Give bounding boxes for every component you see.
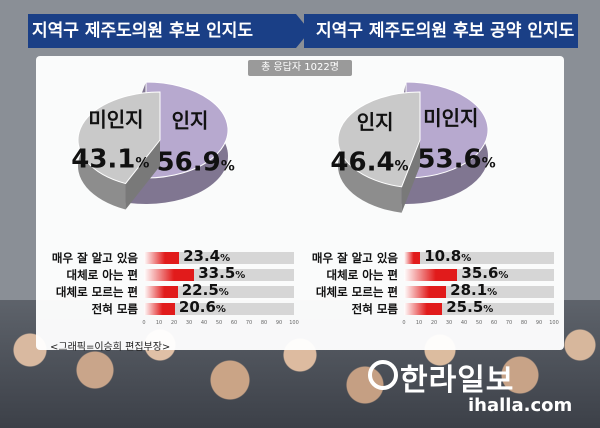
bar-category-label: 대체로 아는 편: [326, 268, 399, 282]
bar-track: [144, 269, 294, 281]
pie-slice-label: 인지: [172, 109, 209, 133]
bar-row: 전혀 모름 20.6%: [92, 298, 294, 317]
axis-tick-label: 30: [185, 320, 193, 326]
bar-row: 대체로 아는 편 35.6%: [327, 264, 554, 283]
percent-sign: %: [235, 270, 246, 281]
pie-slice-edge: [401, 140, 420, 213]
bar: [404, 286, 447, 298]
pie-slice-value: 53.6%: [417, 144, 495, 174]
axis-tick-label: 0: [142, 320, 146, 326]
percent-sign: %: [483, 304, 494, 315]
axis-tick-label: 70: [505, 320, 513, 326]
axis-tick-label: 60: [230, 320, 238, 326]
axis-tick-label: 20: [430, 320, 438, 326]
pie-slice-top: [337, 91, 421, 188]
bar-category-label: 매우 잘 알고 있음: [311, 251, 398, 265]
right-chart-title: 지역구 제주도의원 후보 공약 인지도: [304, 14, 578, 48]
axis-tick-label: 90: [535, 320, 543, 326]
left-chart-title: 지역구 제주도의원 후보 인지도: [28, 14, 310, 48]
bar-category-label: 전혀 모름: [351, 302, 398, 316]
bar-value-label: 23.4%: [183, 247, 231, 265]
axis-tick-label: 90: [275, 320, 283, 326]
percent-sign: %: [220, 253, 231, 264]
axis-tick-label: 40: [200, 320, 208, 326]
axis-tick-label: 70: [245, 320, 253, 326]
bar: [144, 269, 195, 281]
bar-track: [144, 252, 294, 264]
bar-category-label: 대체로 아는 편: [66, 268, 139, 282]
bar-row: 대체로 모르는 편 22.5%: [56, 281, 294, 300]
percent-sign: %: [461, 253, 472, 264]
bar-value-label: 25.5%: [446, 298, 494, 316]
percent-sign: %: [135, 156, 149, 172]
percent-sign: %: [498, 270, 509, 281]
bar: [404, 303, 443, 315]
bar-value-label: 28.1%: [450, 281, 498, 299]
axis-tick-label: 20: [170, 320, 178, 326]
pie-slice-label: 미인지: [423, 106, 478, 130]
bar: [404, 269, 458, 281]
bar-category-label: 대체로 모르는 편: [315, 285, 398, 299]
bar-track: [144, 286, 294, 298]
percent-sign: %: [395, 159, 409, 175]
bar: [144, 286, 178, 298]
axis-tick-label: 50: [215, 320, 223, 326]
bar: [144, 303, 175, 315]
bar-category-label: 전혀 모름: [91, 302, 138, 316]
pie-slice-label: 미인지: [88, 107, 143, 131]
bar-axis: 0 10 20 30 40 50 60 70 80 90 100: [402, 320, 558, 330]
bar-track: [404, 269, 554, 281]
bar-track: [404, 303, 554, 315]
respondents-badge: 총 응답자 1022명: [248, 60, 352, 76]
percent-sign: %: [482, 155, 496, 171]
percent-sign: %: [487, 287, 498, 298]
axis-tick-label: 50: [475, 320, 483, 326]
axis-tick-label: 100: [289, 320, 299, 326]
bar-category-label: 대체로 모르는 편: [55, 285, 138, 299]
axis-tick-label: 100: [549, 320, 559, 326]
pie-slice-top: [77, 91, 161, 185]
axis-tick-label: 30: [445, 320, 453, 326]
bar: [404, 252, 421, 264]
right-bar-chart: 매우 잘 알고 있음 10.8% 대체로 아는 편 35.6% 대체로 모르는 편 28.…: [312, 247, 559, 334]
newspaper-logo-icon: [368, 360, 398, 390]
pie-slice-edge: [125, 140, 160, 210]
axis-tick-label: 40: [460, 320, 468, 326]
left-bar-chart: 매우 잘 알고 있음 23.4% 대체로 아는 편 33.5% 대체로 모르는 편 22.…: [52, 247, 299, 334]
bar-track: [144, 303, 294, 315]
axis-tick-label: 10: [155, 320, 163, 326]
graphic-credit: <그래픽=이승희 편집부장>: [50, 342, 171, 353]
newspaper-url: ihalla.com: [468, 395, 573, 416]
bar-row: 매우 잘 알고 있음 10.8%: [312, 247, 554, 266]
axis-tick-label: 80: [260, 320, 268, 326]
bar-category-label: 매우 잘 알고 있음: [51, 251, 138, 265]
bar-value-label: 10.8%: [424, 247, 472, 265]
axis-tick-label: 0: [402, 320, 406, 326]
axis-tick-label: 80: [520, 320, 528, 326]
bar: [144, 252, 180, 264]
bar-value-label: 22.5%: [181, 281, 229, 299]
bar-row: 매우 잘 알고 있음 23.4%: [52, 247, 294, 266]
bar-row: 대체로 모르는 편 28.1%: [316, 281, 554, 300]
newspaper-logo: 한라일보: [400, 363, 515, 398]
bar-row: 전혀 모름 25.5%: [352, 298, 554, 317]
bar-value-label: 20.6%: [178, 298, 226, 316]
axis-tick-label: 10: [415, 320, 423, 326]
bar-value-label: 35.6%: [461, 264, 509, 282]
axis-tick-label: 60: [490, 320, 498, 326]
percent-sign: %: [218, 287, 229, 298]
pie-slice-label: 인지: [357, 110, 394, 134]
percent-sign: %: [221, 158, 235, 174]
bar-track: [404, 286, 554, 298]
bar-value-label: 33.5%: [198, 264, 246, 282]
bar-row: 대체로 아는 편 33.5%: [67, 264, 294, 283]
bar-axis: 0 10 20 30 40 50 60 70 80 90 100: [142, 320, 298, 330]
bar-track: [404, 252, 554, 264]
percent-sign: %: [215, 304, 226, 315]
